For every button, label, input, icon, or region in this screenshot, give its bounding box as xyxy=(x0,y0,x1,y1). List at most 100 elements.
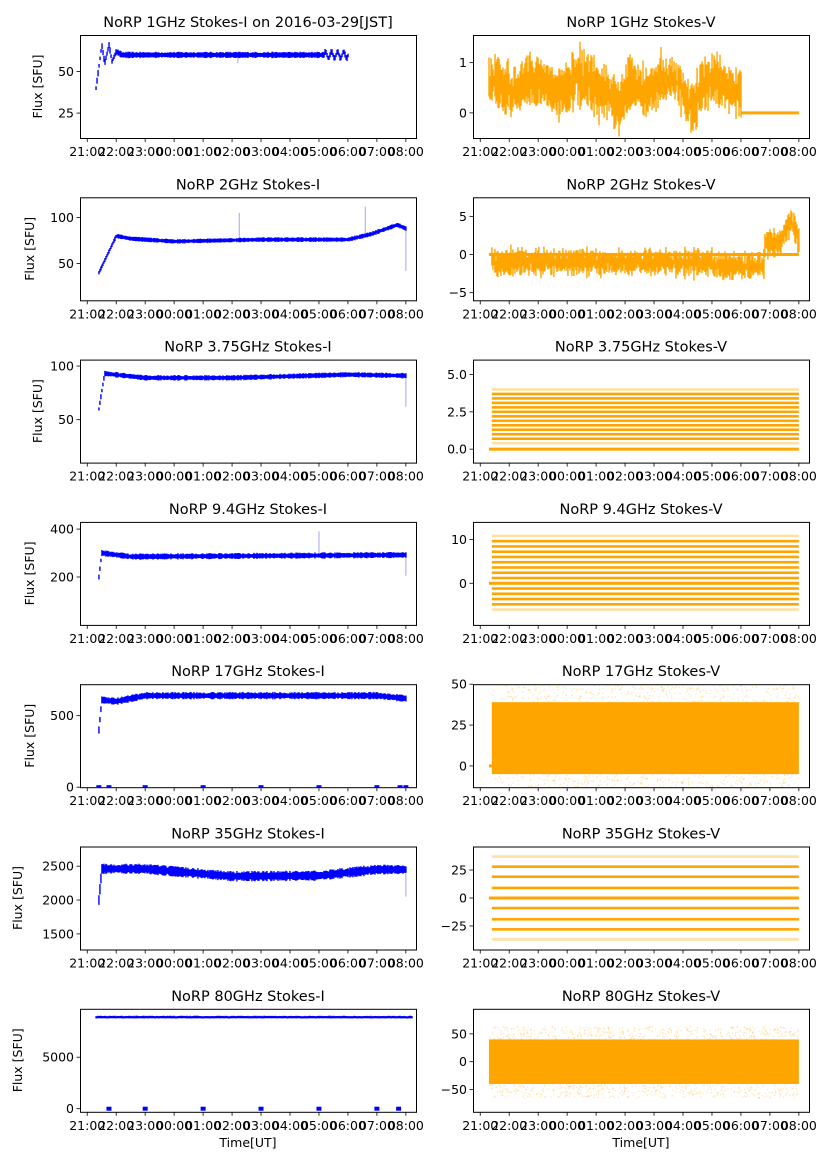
data-column xyxy=(168,693,170,698)
data-column xyxy=(242,375,244,380)
data-column xyxy=(378,373,380,378)
data-column xyxy=(331,49,333,55)
data-point xyxy=(706,1033,708,1035)
data-column xyxy=(387,373,389,378)
data-point xyxy=(568,790,569,791)
data-point xyxy=(682,1090,684,1093)
data-column xyxy=(350,553,352,558)
data-column xyxy=(368,373,370,377)
data-point xyxy=(763,699,765,702)
data-column xyxy=(701,255,703,274)
data-column xyxy=(335,693,337,698)
data-column xyxy=(314,692,316,699)
data-column xyxy=(372,865,374,875)
data-point xyxy=(652,688,654,690)
data-column xyxy=(243,553,245,559)
data-point xyxy=(633,1027,636,1029)
data-column xyxy=(153,1016,155,1019)
data-column xyxy=(124,52,126,57)
data-point xyxy=(627,690,630,693)
data-point xyxy=(609,1036,611,1038)
data-column xyxy=(393,552,395,558)
level-band xyxy=(491,875,799,879)
data-point xyxy=(702,689,704,692)
data-column xyxy=(556,255,558,272)
zero-point xyxy=(396,1106,402,1111)
data-point xyxy=(608,1088,610,1091)
data-point xyxy=(552,1036,554,1038)
data-column xyxy=(703,76,705,97)
data-point xyxy=(690,1092,692,1094)
data-point xyxy=(727,1033,729,1035)
data-column xyxy=(213,870,215,879)
data-column xyxy=(109,865,111,873)
data-column xyxy=(281,52,283,58)
data-point xyxy=(597,1096,599,1098)
data-point xyxy=(548,701,550,703)
data-column xyxy=(552,74,554,109)
y-tick-label: 1500 xyxy=(42,926,74,941)
plot-area xyxy=(95,42,349,91)
y-tick-label: 0 xyxy=(459,758,467,773)
data-column xyxy=(149,1015,151,1019)
data-column xyxy=(624,256,626,274)
data-column xyxy=(688,251,690,276)
series-stokes-v-80ghz xyxy=(488,1026,800,1099)
data-column xyxy=(312,237,314,242)
data-column xyxy=(656,72,658,93)
data-column xyxy=(714,59,716,91)
data-column xyxy=(123,1016,125,1019)
data-column xyxy=(386,552,388,558)
data-column xyxy=(388,866,390,873)
data-column xyxy=(112,57,114,61)
data-point xyxy=(645,698,647,700)
data-column xyxy=(661,70,663,95)
y-axis-label: Flux [SFU] xyxy=(10,866,25,930)
data-column xyxy=(350,867,352,877)
data-column xyxy=(387,1015,389,1019)
data-column xyxy=(163,553,165,559)
data-column xyxy=(188,554,190,559)
data-column xyxy=(495,62,497,104)
data-column xyxy=(260,553,262,558)
data-column xyxy=(207,693,209,698)
data-point xyxy=(691,1030,693,1032)
data-point xyxy=(578,1088,580,1090)
data-column xyxy=(257,375,259,379)
data-column xyxy=(183,1015,185,1019)
data-point xyxy=(624,1087,626,1089)
data-point xyxy=(573,789,574,790)
data-point xyxy=(752,1026,754,1028)
data-point xyxy=(578,1028,581,1031)
data-point xyxy=(702,1028,704,1030)
data-column xyxy=(274,692,276,700)
data-column xyxy=(283,553,285,559)
data-point xyxy=(633,784,635,786)
data-point xyxy=(538,1092,540,1094)
x-tick-label: 05:00 xyxy=(301,306,337,321)
data-column xyxy=(729,71,731,104)
data-point xyxy=(526,1036,528,1039)
data-point xyxy=(766,1095,768,1097)
data-column xyxy=(337,1015,339,1019)
data-column xyxy=(236,238,238,243)
data-column xyxy=(233,554,235,558)
data-column xyxy=(238,238,240,243)
y-tick-label: 50 xyxy=(58,64,74,79)
data-column xyxy=(145,553,147,560)
data-column xyxy=(229,375,231,380)
data-column xyxy=(636,79,638,99)
data-point xyxy=(592,693,594,695)
data-column xyxy=(352,553,354,558)
data-column xyxy=(612,76,614,115)
data-column xyxy=(632,256,634,271)
data-point xyxy=(696,785,699,788)
data-column xyxy=(547,65,549,107)
data-column xyxy=(160,553,162,560)
data-column xyxy=(562,248,564,269)
data-column xyxy=(197,868,199,879)
data-point xyxy=(736,1031,739,1034)
data-column xyxy=(238,375,240,380)
data-point xyxy=(492,689,495,691)
data-column xyxy=(103,863,105,875)
